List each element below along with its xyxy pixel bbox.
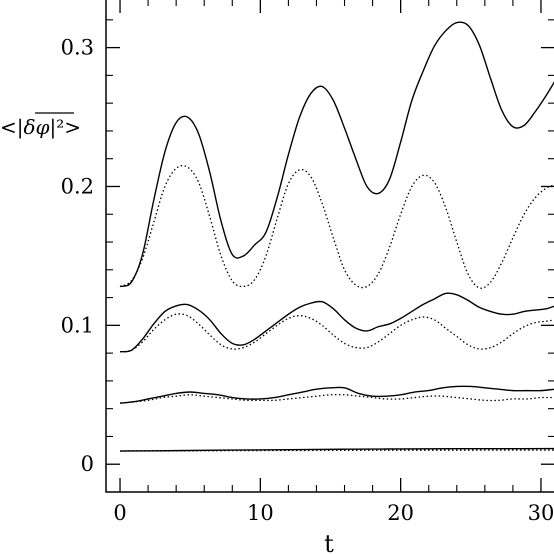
series-line-1-solid — [119, 21, 554, 288]
x-tick-label-0: 0 — [113, 501, 126, 525]
series-line-2-dotted — [119, 164, 554, 289]
x-tick-label-30: 30 — [528, 501, 554, 525]
series-line-3-solid — [119, 292, 554, 353]
series-line-6-dotted — [119, 393, 554, 404]
tick-labels: 0 10 20 30 0 0.1 0.2 0.3 — [61, 36, 554, 525]
series-group — [119, 21, 554, 452]
y-tick-label-0.2: 0.2 — [61, 174, 94, 198]
plot-frame — [105, 0, 554, 493]
series-line-5-solid — [119, 385, 554, 404]
y-tick-label-0: 0 — [81, 452, 94, 476]
y-axis-label: <|δφ|²> — [0, 112, 81, 140]
y-axis-label-open: <| — [0, 115, 24, 140]
series-line-4-dotted — [119, 313, 554, 353]
ticks — [106, 0, 554, 492]
svg-text:<|δφ|²>: <|δφ|²> — [0, 115, 81, 140]
x-tick-label-20: 20 — [387, 501, 414, 525]
x-axis-label: t — [324, 530, 334, 554]
x-tick-label-10: 10 — [247, 501, 274, 525]
series-line-8-dotted — [120, 449, 554, 452]
y-tick-label-0.1: 0.1 — [61, 313, 94, 337]
y-tick-label-0.3: 0.3 — [61, 36, 94, 60]
y-axis-label-close: |²> — [50, 115, 82, 140]
y-axis-label-overlined: δφ — [24, 115, 50, 139]
